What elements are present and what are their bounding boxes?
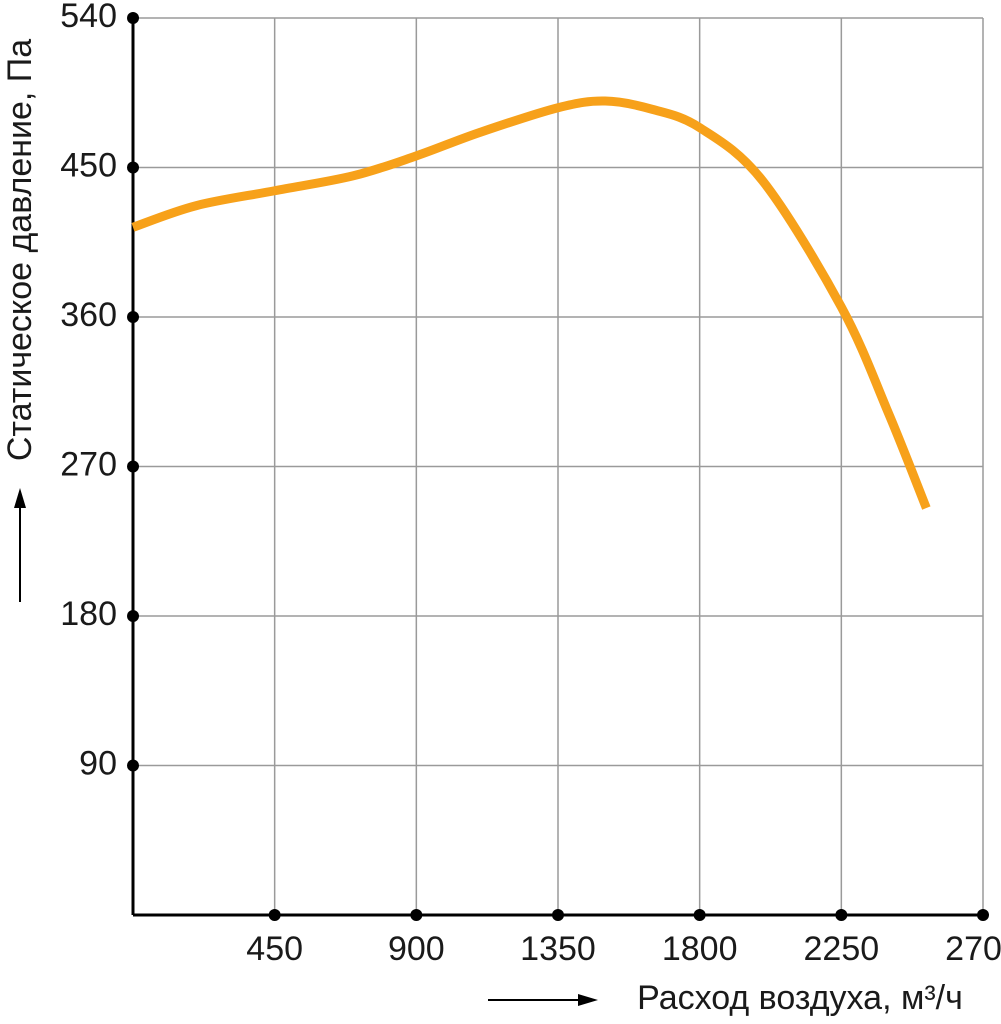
- y-tick-mark: [127, 610, 139, 622]
- y-tick-mark: [127, 460, 139, 473]
- y-tick-label: 540: [60, 0, 117, 35]
- x-arrow-head: [578, 994, 598, 1006]
- x-tick-mark: [410, 909, 423, 921]
- y-tick-label: 90: [79, 744, 117, 782]
- y-tick-mark: [127, 161, 139, 174]
- x-tick-label: 1350: [520, 930, 596, 968]
- x-tick-mark: [835, 909, 848, 921]
- y-tick-label: 360: [60, 296, 117, 334]
- x-axis-label: Расход воздуха, м³/ч: [637, 979, 963, 1017]
- x-tick-label: 1800: [662, 930, 738, 968]
- x-tick-label: 900: [388, 930, 445, 968]
- y-tick-mark: [127, 12, 139, 24]
- x-tick-mark: [977, 909, 989, 921]
- x-tick-mark: [693, 909, 706, 921]
- y-tick-label: 450: [60, 146, 117, 184]
- x-tick-label: 2700: [945, 930, 1001, 968]
- y-tick-mark: [127, 759, 139, 772]
- y-tick-label: 270: [60, 445, 117, 483]
- x-tick-mark: [552, 909, 564, 921]
- data-line: [131, 96, 931, 510]
- x-tick-label: 450: [246, 930, 303, 968]
- y-axis-label: Статическое давление, Па: [1, 39, 39, 461]
- y-arrow-head: [14, 488, 26, 508]
- x-tick-mark: [268, 909, 281, 921]
- y-tick-mark: [127, 311, 139, 323]
- y-tick-label: 180: [60, 595, 117, 633]
- x-tick-label: 2250: [804, 930, 880, 968]
